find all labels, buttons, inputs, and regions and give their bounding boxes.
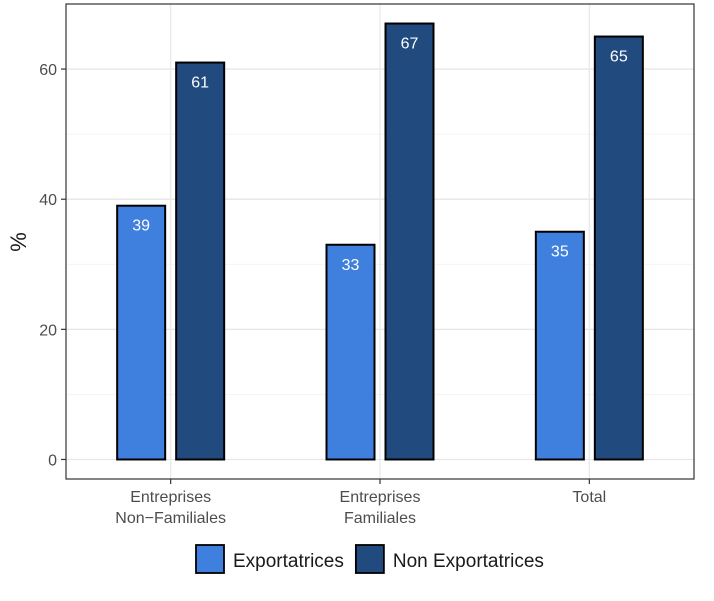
y-tick-label: 20: [39, 322, 57, 339]
bar: [325, 243, 376, 461]
data-label: 33: [342, 257, 360, 274]
bar: [175, 61, 226, 461]
bar: [384, 22, 435, 461]
x-tick-label: Total: [572, 489, 606, 506]
legend-swatch: [354, 544, 385, 574]
legend-label: Non Exportatrices: [393, 551, 544, 572]
data-labels: 39 33 35 61 67 65: [132, 36, 628, 274]
bars: [116, 22, 644, 461]
bar: [534, 230, 585, 461]
bar: [116, 204, 167, 461]
x-axis: Entreprises Non−Familiales Entreprises Fami…: [115, 479, 606, 527]
y-tick-label: 60: [39, 62, 57, 79]
y-axis: 0 20 40 60: [39, 62, 66, 469]
data-label: 65: [610, 49, 628, 66]
y-tick-label: 40: [39, 192, 57, 209]
x-tick-label: Entreprises: [340, 489, 421, 506]
data-label: 39: [132, 218, 150, 235]
x-tick-label: Entreprises: [130, 489, 211, 506]
legend-label: Exportatrices: [233, 551, 344, 572]
bar: [593, 35, 644, 461]
data-label: 35: [551, 244, 569, 261]
data-label: 61: [191, 75, 209, 92]
y-axis-title: %: [6, 232, 31, 252]
data-label: 67: [401, 36, 419, 53]
x-tick-label: Non−Familiales: [115, 510, 226, 527]
y-tick-label: 0: [48, 452, 57, 469]
legend: Exportatrices Non Exportatrices: [195, 544, 544, 574]
legend-swatch: [195, 544, 225, 574]
x-tick-label: Familiales: [344, 510, 416, 527]
